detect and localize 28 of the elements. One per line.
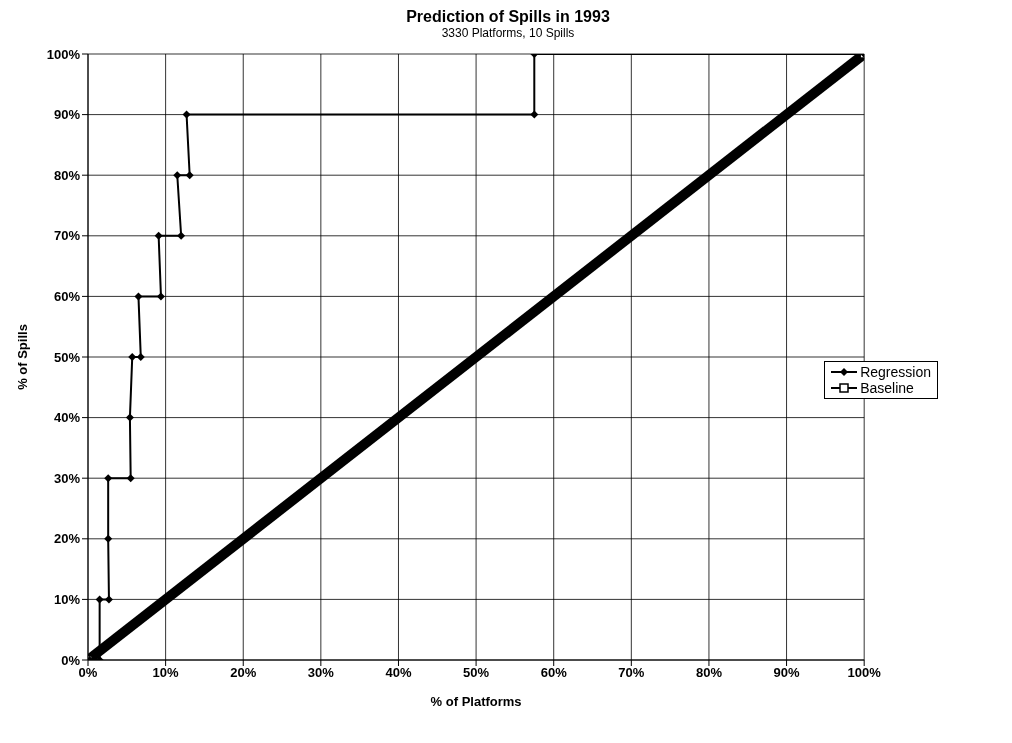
x-tick-label: 10% xyxy=(152,665,180,681)
x-tick-label: 60% xyxy=(540,665,568,681)
x-tick-label: 30% xyxy=(307,665,335,681)
x-tick-label: 100% xyxy=(847,665,882,681)
x-tick-label: 50% xyxy=(463,665,490,681)
legend-label: Baseline xyxy=(860,380,914,396)
x-tick-label: 90% xyxy=(773,665,800,681)
y-tick-label: 10% xyxy=(53,592,81,608)
chart-subtitle: 3330 Platforms, 10 Spills xyxy=(440,26,576,40)
y-tick-label: 100% xyxy=(46,46,81,62)
y-tick-label: 60% xyxy=(53,289,81,305)
x-axis-title: % of Platforms xyxy=(430,694,522,709)
legend-label: Regression xyxy=(860,364,931,380)
y-tick-label: 20% xyxy=(53,531,81,547)
chart-title: Prediction of Spills in 1993 xyxy=(405,8,611,26)
x-tick-label: 70% xyxy=(618,665,645,681)
y-tick-label: 50% xyxy=(53,349,81,365)
y-tick-label: 0% xyxy=(61,652,81,668)
x-tick-label: 80% xyxy=(695,665,723,681)
y-tick-label: 30% xyxy=(53,470,81,486)
y-axis-title: % of Spills xyxy=(14,324,30,390)
y-tick-label: 90% xyxy=(53,107,81,123)
x-tick-label: 20% xyxy=(230,665,257,681)
y-tick-label: 80% xyxy=(53,167,81,183)
y-tick-label: 70% xyxy=(53,228,81,244)
y-tick-label: 40% xyxy=(53,410,81,426)
x-tick-label: 0% xyxy=(78,665,98,681)
x-tick-label: 40% xyxy=(385,665,412,681)
